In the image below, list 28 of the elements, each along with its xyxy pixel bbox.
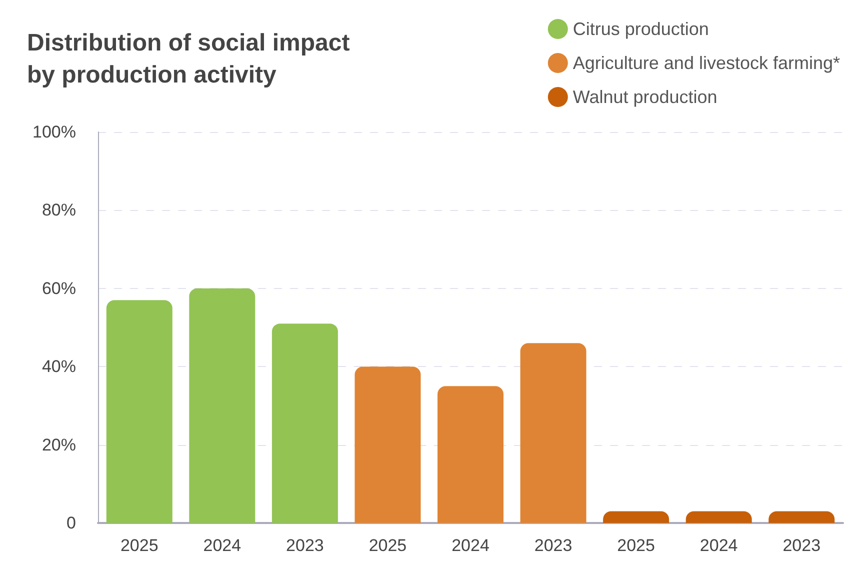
bar bbox=[686, 511, 752, 523]
y-tick-label: 20% bbox=[42, 435, 76, 454]
bar bbox=[520, 343, 586, 523]
y-tick-label: 100% bbox=[32, 122, 76, 142]
legend-label: Citrus production bbox=[572, 19, 709, 39]
x-tick-label: 2024 bbox=[452, 536, 490, 555]
bar bbox=[438, 386, 504, 523]
x-tick-label: 2025 bbox=[368, 536, 407, 555]
y-tick-label: 60% bbox=[42, 278, 76, 298]
bar bbox=[189, 288, 256, 523]
x-tick-label: 2023 bbox=[286, 536, 324, 555]
bar bbox=[354, 366, 421, 523]
x-tick-label: 2023 bbox=[782, 536, 821, 555]
y-tick-label: 0 bbox=[66, 514, 76, 532]
x-tick-label: 2025 bbox=[120, 536, 158, 555]
bar bbox=[272, 324, 338, 523]
y-tick-label: 40% bbox=[42, 357, 76, 376]
legend-label: Walnut production bbox=[572, 87, 718, 107]
chart-title: Distribution of social impact by production activity bbox=[27, 30, 350, 88]
y-tick-label: 80% bbox=[42, 200, 76, 220]
x-tick-label: 2025 bbox=[617, 536, 655, 555]
legend-label: Agriculture and livestock farming* bbox=[572, 53, 840, 73]
x-tick-label: 2023 bbox=[534, 536, 572, 555]
x-tick-label: 2024 bbox=[203, 536, 242, 555]
bar bbox=[106, 300, 172, 523]
x-tick-label: 2024 bbox=[700, 536, 738, 555]
bar bbox=[603, 511, 670, 523]
bar bbox=[768, 511, 835, 523]
